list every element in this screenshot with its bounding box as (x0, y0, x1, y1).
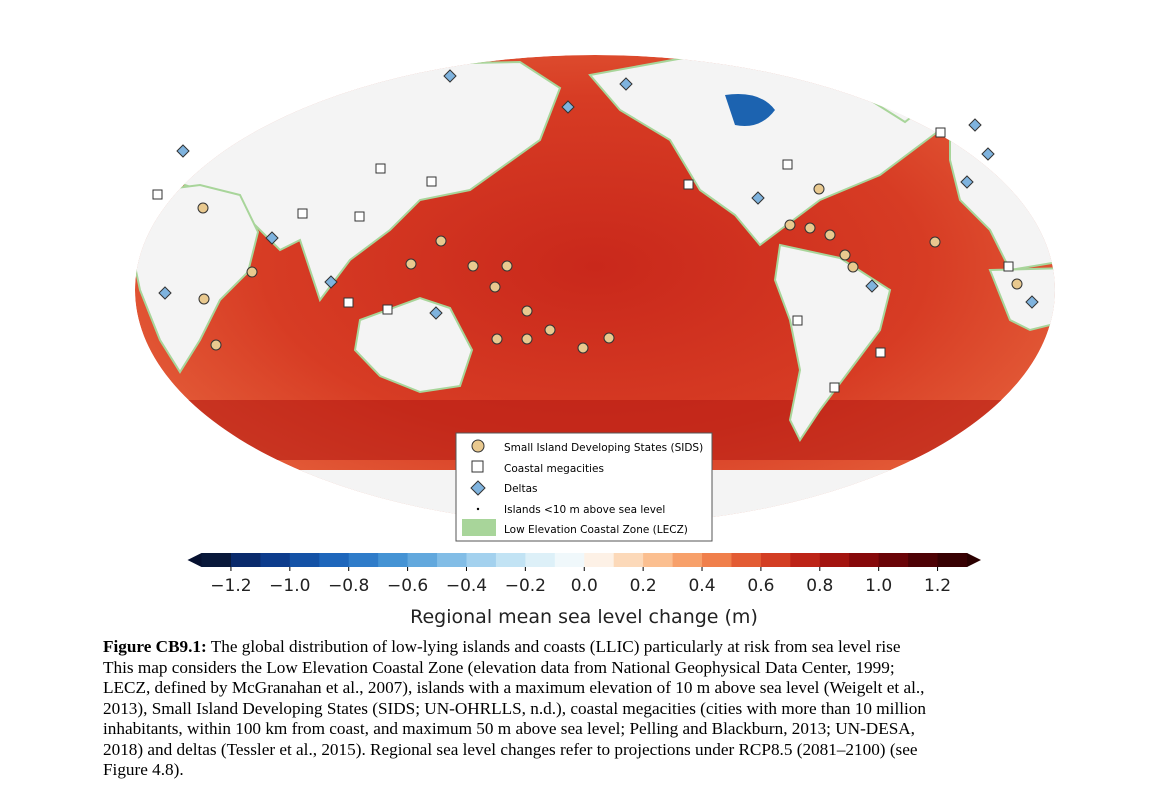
colorbar-bin (437, 553, 467, 567)
colorbar-bin (466, 553, 497, 567)
caption-text: Figure 4.8). (103, 760, 184, 779)
colorbar-bin (937, 553, 968, 567)
colorbar-bin (348, 553, 379, 567)
colorbar-bin (613, 553, 644, 567)
colorbar-bin (760, 553, 791, 567)
colorbar-bin (495, 553, 526, 567)
colorbar-bin (525, 553, 556, 567)
caption-text: LECZ, defined by McGranahan et al., 2007… (103, 678, 925, 697)
colorbar-bin (643, 553, 674, 567)
colorbar-tick-label: −1.0 (269, 576, 310, 596)
colorbar-tick-label: 0.0 (571, 576, 598, 596)
colorbar-tick-label: 0.2 (630, 576, 657, 596)
caption-line: Figure 4.8). (103, 760, 926, 781)
map-markers (152, 69, 1039, 393)
legend-label: Coastal megacities (504, 463, 604, 475)
caption-line: inhabitants, within 100 km from coast, a… (103, 719, 926, 740)
colorbar-tick-label: −0.2 (505, 576, 546, 596)
colorbar-bin (407, 553, 438, 567)
colorbar-bin (289, 553, 320, 567)
caption-line: LECZ, defined by McGranahan et al., 2007… (103, 678, 926, 699)
colorbar: −1.2 −1.0 −0.8 −0.6 −0.4 −0.2 0.0 0.2 0.4 0.6 0.8 1… (187, 553, 981, 628)
colorbar-bin (201, 553, 232, 567)
colorbar-bin (230, 553, 261, 567)
colorbar-bin (819, 553, 850, 567)
colorbar-tick-label: −0.6 (387, 576, 428, 596)
legend: Small Island Developing States (SIDS) Coa… (455, 432, 713, 542)
caption-text: 2018) and deltas (Tessler et al., 2015).… (103, 739, 918, 759)
colorbar-label: Regional mean sea level change (m) (410, 606, 758, 628)
colorbar-under (187, 553, 202, 567)
caption-text: 2013), Small Island Developing States (S… (103, 698, 926, 718)
colorbar-bin (790, 553, 821, 567)
colorbar-bin (908, 553, 939, 567)
caption-text: inhabitants, within 100 km from coast, a… (103, 719, 915, 738)
colorbar-bin (672, 553, 703, 567)
legend-label: Low Elevation Coastal Zone (LECZ) (504, 524, 688, 536)
legend-label: Small Island Developing States (SIDS) (504, 442, 703, 454)
colorbar-bin (702, 553, 732, 567)
colorbar-tick-label: 1.0 (865, 576, 892, 596)
caption-line: This map considers the Low Elevation Coa… (103, 658, 926, 679)
caption-line: 2013), Small Island Developing States (S… (103, 699, 926, 720)
caption-label: Figure CB9.1: (103, 637, 207, 656)
colorbar-bin (731, 553, 762, 567)
legend-label: Deltas (504, 483, 537, 495)
caption-text: This map considers the Low Elevation Coa… (103, 657, 895, 677)
colorbar-over (967, 553, 981, 567)
colorbar-bin (878, 553, 909, 567)
figure: Small Island Developing States (SIDS) Coa… (135, 55, 1055, 628)
colorbar-bin (584, 553, 615, 567)
colorbar-tick-label: 0.8 (806, 576, 833, 596)
colorbar-tick-label: −1.2 (210, 576, 251, 596)
caption-line: Figure CB9.1: The global distribution of… (103, 637, 926, 658)
colorbar-bin (378, 553, 409, 567)
colorbar-bin (260, 553, 291, 567)
colorbar-bin (554, 553, 585, 567)
caption-text: The global distribution of low-lying isl… (210, 637, 901, 656)
colorbar-tick-label: 1.2 (924, 576, 951, 596)
colorbar-bin (319, 553, 350, 567)
legend-label: Islands <10 m above sea level (504, 504, 665, 516)
colorbar-tick-label: −0.4 (446, 576, 487, 596)
colorbar-tick-label: 0.4 (688, 576, 715, 596)
caption-line: 2018) and deltas (Tessler et al., 2015).… (103, 740, 926, 761)
colorbar-tick-label: −0.8 (328, 576, 369, 596)
caption: Figure CB9.1: The global distribution of… (103, 637, 926, 781)
colorbar-bin (849, 553, 880, 567)
colorbar-tick-label: 0.6 (747, 576, 774, 596)
